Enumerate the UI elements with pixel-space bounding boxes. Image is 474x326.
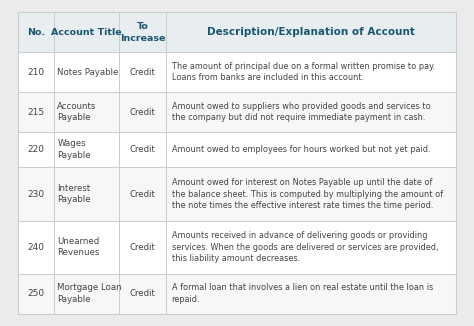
Bar: [18, 132, 54, 168]
Bar: [18, 221, 54, 274]
Text: Amount owed for interest on Notes Payable up until the date of
the balance sheet: Amount owed for interest on Notes Payabl…: [172, 178, 443, 210]
Bar: [166, 92, 456, 132]
Bar: [166, 12, 456, 52]
Text: Credit: Credit: [129, 145, 155, 154]
Text: Accounts
Payable: Accounts Payable: [57, 102, 97, 122]
Text: Credit: Credit: [129, 108, 155, 117]
Bar: [54, 52, 119, 92]
Text: No.: No.: [27, 28, 45, 37]
Text: Interest
Payable: Interest Payable: [57, 184, 91, 204]
Bar: [18, 274, 54, 314]
Bar: [54, 92, 119, 132]
Text: A formal loan that involves a lien on real estate until the loan is
repaid.: A formal loan that involves a lien on re…: [172, 283, 433, 304]
Bar: [119, 52, 166, 92]
Text: 220: 220: [27, 145, 45, 154]
Text: Credit: Credit: [129, 189, 155, 199]
Text: Wages
Payable: Wages Payable: [57, 140, 91, 160]
Bar: [54, 12, 119, 52]
Bar: [119, 168, 166, 221]
Text: Description/Explanation of Account: Description/Explanation of Account: [207, 27, 415, 37]
Text: Account Title: Account Title: [51, 28, 122, 37]
Bar: [54, 132, 119, 168]
Bar: [18, 168, 54, 221]
Text: Credit: Credit: [129, 289, 155, 298]
Text: 210: 210: [27, 68, 45, 77]
Text: 215: 215: [27, 108, 45, 117]
Text: Credit: Credit: [129, 68, 155, 77]
Bar: [18, 92, 54, 132]
Bar: [166, 221, 456, 274]
Bar: [119, 12, 166, 52]
Text: Credit: Credit: [129, 243, 155, 252]
Bar: [166, 274, 456, 314]
Text: 240: 240: [27, 243, 45, 252]
Text: Amounts received in advance of delivering goods or providing
services. When the : Amounts received in advance of deliverin…: [172, 231, 438, 263]
Text: The amount of principal due on a formal written promise to pay.
Loans from banks: The amount of principal due on a formal …: [172, 62, 435, 82]
Bar: [54, 274, 119, 314]
Bar: [119, 92, 166, 132]
Text: Notes Payable: Notes Payable: [57, 68, 118, 77]
Text: Unearned
Revenues: Unearned Revenues: [57, 237, 100, 258]
Bar: [18, 12, 54, 52]
Text: Amount owed to suppliers who provided goods and services to
the company but did : Amount owed to suppliers who provided go…: [172, 102, 430, 122]
Bar: [166, 132, 456, 168]
Text: 250: 250: [27, 289, 45, 298]
Bar: [119, 132, 166, 168]
Bar: [119, 221, 166, 274]
Bar: [18, 52, 54, 92]
Text: To
Increase: To Increase: [120, 22, 165, 43]
Bar: [54, 168, 119, 221]
Text: 230: 230: [27, 189, 45, 199]
Text: Mortgage Loan
Payable: Mortgage Loan Payable: [57, 283, 122, 304]
Bar: [119, 274, 166, 314]
Bar: [54, 221, 119, 274]
Text: Amount owed to employees for hours worked but not yet paid.: Amount owed to employees for hours worke…: [172, 145, 430, 154]
Bar: [166, 168, 456, 221]
Bar: [166, 52, 456, 92]
